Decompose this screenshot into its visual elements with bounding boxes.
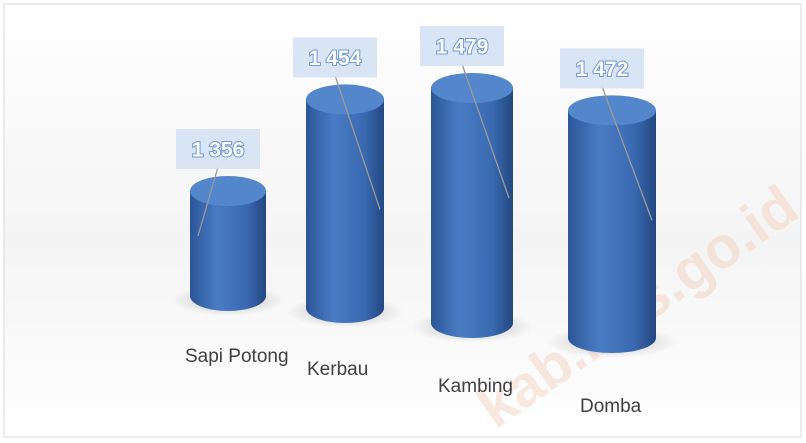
category-label: Sapi Potong [185, 346, 289, 367]
value-label-box [420, 26, 504, 66]
leader-line [461, 63, 510, 199]
value-label: 1 472 [576, 58, 629, 81]
category-label: Kerbau [307, 359, 368, 380]
value-label-box [176, 129, 260, 169]
value-label-box [560, 48, 644, 89]
chart-area [3, 3, 802, 438]
bar [190, 191, 266, 311]
leader-line [334, 75, 381, 210]
category-label: Kambing [438, 376, 513, 397]
value-label: 1 479 [436, 36, 489, 59]
bar [306, 99, 384, 324]
bar-top [190, 176, 266, 206]
bar-top [568, 95, 656, 126]
leader-line [601, 86, 653, 221]
value-label-box [293, 37, 377, 78]
leader-line [197, 166, 219, 237]
bar [431, 88, 513, 338]
value-label: 1 356 [192, 139, 245, 162]
bar-top [431, 73, 513, 103]
category-label: Domba [580, 396, 642, 417]
value-label: 1 454 [309, 47, 362, 70]
bar [568, 110, 656, 353]
bar-top [306, 84, 384, 115]
